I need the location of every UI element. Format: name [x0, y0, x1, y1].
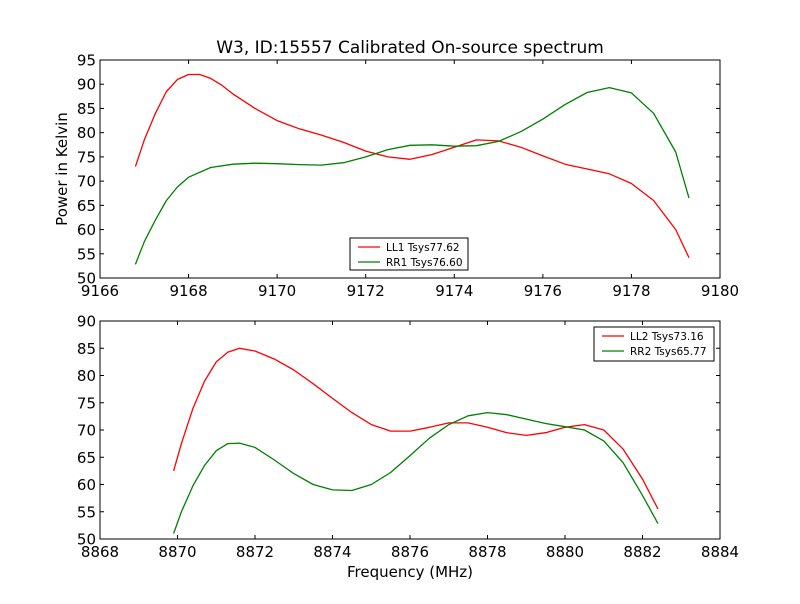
axes-frame — [99, 59, 721, 279]
y-tick-label: 85 — [77, 100, 96, 118]
y-tick-label: 55 — [77, 503, 96, 521]
y-tick-label: 90 — [77, 313, 96, 331]
chart-title: W3, ID:15557 Calibrated On-source spectr… — [216, 38, 604, 58]
y-axis-label: Power in Kelvin — [53, 112, 71, 226]
y-tick-label: 75 — [77, 148, 96, 166]
legend-box — [349, 237, 469, 271]
legend: LL2 Tsys73.16 RR2 Tsys65.77 — [593, 326, 715, 362]
legend: LL1 Tsys77.62 RR1 Tsys76.60 — [349, 237, 469, 271]
legend-label: RR1 Tsys76.60 — [386, 257, 463, 269]
x-tick-label: 8876 — [391, 543, 429, 561]
series-line-0-0 — [134, 73, 690, 258]
x-tick-label: 8872 — [236, 543, 274, 561]
x-tick-label: 8870 — [158, 543, 196, 561]
y-tick-label: 70 — [77, 422, 96, 440]
legend-label: RR2 Tsys65.77 — [630, 346, 707, 358]
series-line-1-1 — [172, 411, 659, 534]
x-tick-label: 8880 — [546, 543, 584, 561]
series-line-1-0 — [172, 347, 659, 510]
y-tick-label: 80 — [77, 124, 96, 142]
x-tick-label: 9166 — [81, 282, 119, 300]
y-tick-label: 55 — [77, 245, 96, 263]
x-tick-label: 9178 — [612, 282, 650, 300]
x-tick-label: 8878 — [468, 543, 506, 561]
legend-box — [593, 326, 715, 362]
x-tick-label: 8882 — [623, 543, 661, 561]
y-tick-label: 50 — [77, 270, 96, 288]
y-tick-label: 60 — [77, 476, 96, 494]
top-plot: 9166 9168 9170 9172 9174 9176 9178 9180 50 55 60 65… — [53, 52, 739, 301]
y-tick-label: 50 — [77, 531, 96, 549]
x-tick-label: 8874 — [313, 543, 351, 561]
x-tick-label: 9176 — [524, 282, 562, 300]
x-tick-label: 9174 — [435, 282, 473, 300]
x-tick-label: 8868 — [81, 543, 119, 561]
x-axis-label: Frequency (MHz) — [347, 563, 473, 581]
x-tick-label: 9172 — [347, 282, 385, 300]
x-tick-label: 9168 — [169, 282, 207, 300]
series-line-0-1 — [134, 86, 690, 265]
x-tick-label: 9180 — [701, 282, 739, 300]
y-tick-label: 70 — [77, 173, 96, 191]
y-tick-label: 90 — [77, 76, 96, 94]
y-tick-label: 75 — [77, 394, 96, 412]
legend-label: LL2 Tsys73.16 — [630, 331, 704, 343]
x-tick-label: 8884 — [701, 543, 739, 561]
x-tick-label: 9170 — [258, 282, 296, 300]
y-tick-label: 60 — [77, 221, 96, 239]
legend-label: LL1 Tsys77.62 — [386, 242, 460, 254]
bottom-plot: 8868 8870 8872 8874 8876 8878 8880 8882 8884 50 55… — [77, 313, 739, 582]
y-tick-label: 80 — [77, 367, 96, 385]
y-tick-label: 95 — [77, 52, 96, 70]
y-tick-label: 65 — [77, 197, 96, 215]
y-tick-label: 85 — [77, 340, 96, 358]
y-tick-label: 65 — [77, 449, 96, 467]
